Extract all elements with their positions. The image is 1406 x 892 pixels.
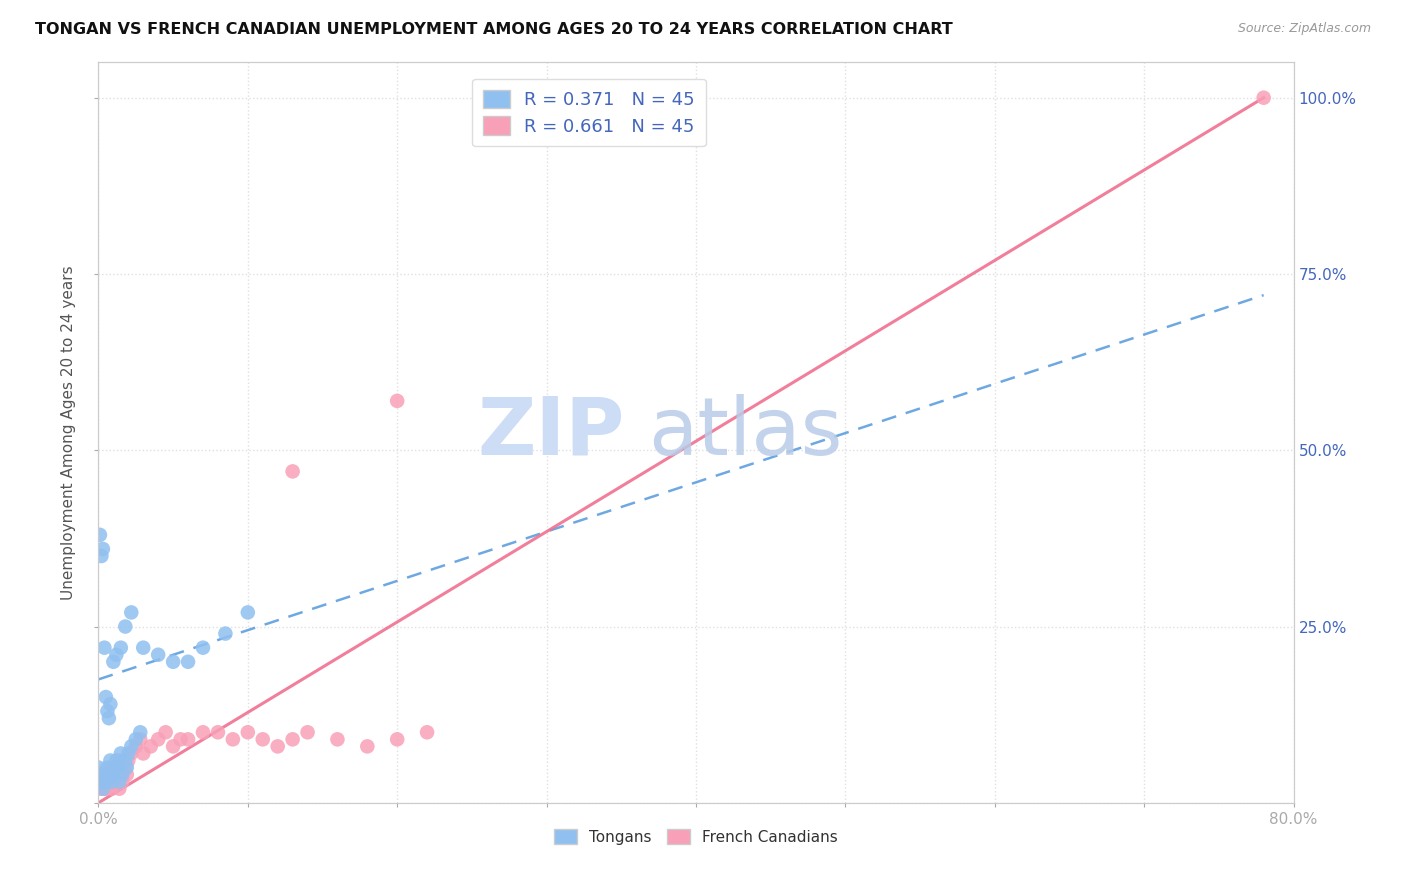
Point (115, 760, 138, 774)
Point (297, 725, 319, 739)
Point (148, 648, 170, 662)
Point (114, 754, 136, 768)
Point (89, 781, 111, 796)
Point (129, 725, 152, 739)
Point (385, 732, 409, 747)
Point (91, 774, 114, 789)
Point (101, 774, 124, 789)
Point (132, 747, 155, 761)
Point (236, 606, 259, 620)
Point (107, 767, 129, 781)
Point (125, 732, 148, 747)
Point (104, 767, 127, 781)
Point (103, 655, 125, 669)
Point (104, 760, 127, 774)
Point (105, 648, 128, 662)
Text: Source: ZipAtlas.com: Source: ZipAtlas.com (1237, 22, 1371, 36)
Point (120, 747, 142, 761)
Point (191, 640, 214, 655)
Point (115, 767, 138, 781)
Point (91, 781, 114, 796)
Point (110, 640, 132, 655)
Point (97, 767, 120, 781)
Point (110, 747, 132, 761)
Point (177, 732, 200, 747)
Point (96, 760, 118, 774)
Point (93, 774, 115, 789)
Point (356, 739, 378, 754)
Point (89, 528, 111, 542)
Point (87, 760, 110, 774)
Point (162, 655, 184, 669)
Point (98, 754, 122, 768)
Point (177, 655, 200, 669)
Point (132, 640, 155, 655)
Point (93, 767, 115, 781)
Point (94, 774, 117, 789)
Point (155, 725, 177, 739)
Point (267, 739, 290, 754)
Y-axis label: Unemployment Among Ages 20 to 24 years: Unemployment Among Ages 20 to 24 years (60, 265, 76, 600)
Point (129, 732, 152, 747)
Point (114, 619, 136, 633)
Point (110, 754, 132, 768)
Point (214, 626, 236, 640)
Point (169, 732, 191, 747)
Point (416, 725, 439, 739)
Point (96, 767, 118, 781)
Point (252, 732, 274, 747)
Point (236, 725, 259, 739)
Point (94, 690, 117, 704)
Point (120, 739, 142, 754)
Point (90, 549, 112, 563)
Legend: Tongans, French Canadians: Tongans, French Canadians (548, 822, 844, 851)
Point (103, 767, 125, 781)
Point (139, 739, 162, 754)
Point (103, 774, 125, 789)
Point (108, 781, 131, 796)
Point (117, 754, 139, 768)
Point (326, 732, 349, 747)
Text: atlas: atlas (648, 393, 842, 472)
Point (93, 774, 115, 789)
Point (117, 747, 139, 761)
Point (105, 754, 128, 768)
Point (120, 606, 142, 620)
Point (111, 774, 134, 789)
Point (96, 704, 118, 718)
Point (97, 711, 120, 725)
Point (94, 781, 117, 796)
Point (148, 732, 170, 747)
Point (111, 767, 134, 781)
Point (281, 732, 304, 747)
Point (207, 725, 229, 739)
Point (105, 760, 128, 774)
Point (385, 393, 409, 408)
Point (93, 640, 115, 655)
Point (98, 760, 122, 774)
Point (191, 725, 214, 739)
Point (162, 739, 184, 754)
Point (114, 760, 136, 774)
Point (222, 732, 245, 747)
Point (90, 774, 112, 789)
Point (108, 774, 131, 789)
Point (97, 774, 120, 789)
Point (281, 464, 304, 478)
Point (89, 767, 111, 781)
Point (91, 541, 114, 556)
Point (98, 697, 122, 711)
Point (91, 781, 114, 796)
Point (90, 774, 112, 789)
Point (125, 739, 148, 754)
Point (101, 781, 124, 796)
Point (107, 760, 129, 774)
Point (1253, 91, 1275, 105)
Text: ZIP: ZIP (477, 393, 624, 472)
Point (93, 781, 115, 796)
Text: TONGAN VS FRENCH CANADIAN UNEMPLOYMENT AMONG AGES 20 TO 24 YEARS CORRELATION CHA: TONGAN VS FRENCH CANADIAN UNEMPLOYMENT A… (35, 22, 953, 37)
